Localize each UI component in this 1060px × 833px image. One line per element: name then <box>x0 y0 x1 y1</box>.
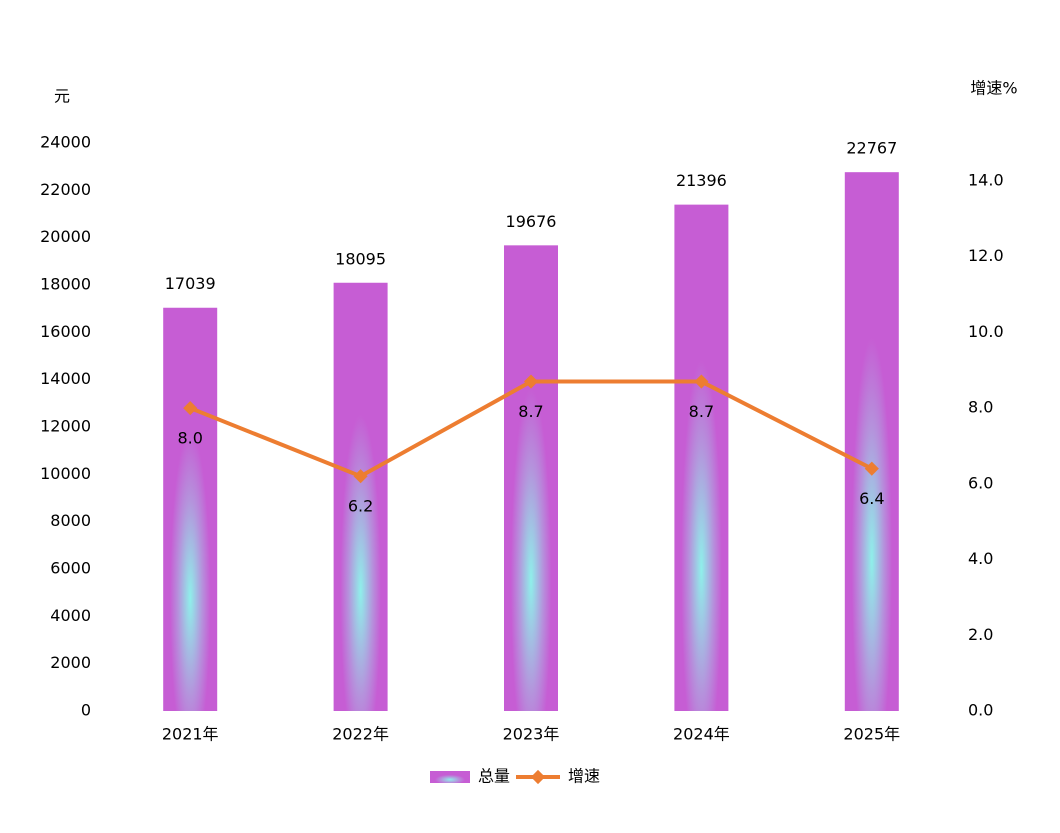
x-tick-label: 2023年 <box>503 725 560 744</box>
y-tick-label: 20000 <box>40 227 91 246</box>
bar <box>333 282 388 711</box>
bar-value-label: 21396 <box>676 171 727 190</box>
bar <box>163 307 218 711</box>
line-marker <box>353 469 368 484</box>
line-value-label: 8.0 <box>177 429 202 448</box>
line-value-label: 6.2 <box>348 497 373 516</box>
bar <box>674 204 729 712</box>
legend-label: 增速 <box>568 767 600 786</box>
x-tick-label: 2024年 <box>673 725 730 744</box>
bar <box>844 172 899 711</box>
y-tick-label: 2000 <box>50 653 91 672</box>
bar-value-label: 22767 <box>846 139 897 158</box>
y-tick-label: 8000 <box>50 511 91 530</box>
bar-value-label: 19676 <box>506 212 557 231</box>
line-marker <box>864 461 879 476</box>
legend-marker <box>530 769 546 785</box>
y-axis-title: 元 <box>54 87 70 106</box>
x-tick-label: 2021年 <box>162 725 219 744</box>
line-value-label: 8.7 <box>689 402 714 421</box>
y-tick-label: 12000 <box>40 417 91 436</box>
x-tick-label: 2022年 <box>332 725 389 744</box>
y-tick-label: 6000 <box>50 559 91 578</box>
y-tick-label: 22000 <box>40 180 91 199</box>
y2-tick-label: 14.0 <box>968 170 1004 189</box>
bar-value-label: 18095 <box>335 249 386 268</box>
y2-tick-label: 6.0 <box>968 473 993 492</box>
legend-swatch <box>430 771 470 783</box>
line-marker <box>523 374 539 389</box>
y2-tick-label: 8.0 <box>968 398 993 417</box>
y2-tick-label: 0.0 <box>968 701 993 720</box>
y-tick-label: 4000 <box>50 606 91 625</box>
y-tick-label: 16000 <box>40 322 91 341</box>
y2-tick-label: 2.0 <box>968 625 993 644</box>
y2-axis-title: 增速% <box>970 79 1017 98</box>
line-value-label: 8.7 <box>518 402 543 421</box>
y2-tick-label: 4.0 <box>968 549 993 568</box>
y2-tick-label: 12.0 <box>968 246 1004 265</box>
line-marker <box>694 374 709 389</box>
line-value-label: 6.4 <box>859 489 884 508</box>
bar <box>504 245 558 712</box>
legend-label: 总量 <box>478 767 510 786</box>
y-tick-label: 0 <box>81 701 91 720</box>
y-tick-label: 18000 <box>40 275 91 294</box>
y-tick-label: 14000 <box>40 369 91 388</box>
line-marker <box>183 400 198 416</box>
y-tick-label: 24000 <box>40 133 91 152</box>
y2-tick-label: 10.0 <box>968 322 1004 341</box>
bar-value-label: 17039 <box>165 274 216 293</box>
x-tick-label: 2025年 <box>843 725 900 744</box>
y-tick-label: 10000 <box>40 464 91 483</box>
